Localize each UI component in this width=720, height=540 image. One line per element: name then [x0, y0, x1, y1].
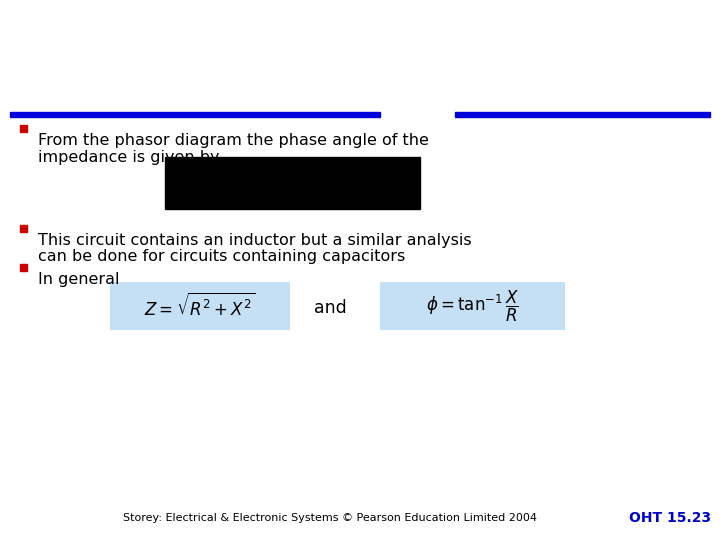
Bar — [20, 125, 27, 132]
Text: In general: In general — [38, 272, 120, 287]
FancyBboxPatch shape — [110, 282, 290, 330]
Bar — [165, 157, 420, 209]
Text: can be done for circuits containing capacitors: can be done for circuits containing capa… — [38, 249, 405, 264]
Text: and: and — [314, 299, 346, 317]
Text: $Z = \sqrt{R^2 + X^2}$: $Z = \sqrt{R^2 + X^2}$ — [144, 292, 256, 320]
Bar — [10, 112, 380, 117]
Text: From the phasor diagram the phase angle of the: From the phasor diagram the phase angle … — [38, 133, 429, 148]
Bar — [20, 264, 27, 271]
Text: impedance is given by: impedance is given by — [38, 150, 220, 165]
Bar — [20, 225, 27, 232]
Text: Storey: Electrical & Electronic Systems © Pearson Education Limited 2004: Storey: Electrical & Electronic Systems … — [123, 513, 537, 523]
Bar — [455, 112, 710, 117]
FancyBboxPatch shape — [380, 282, 565, 330]
Text: This circuit contains an inductor but a similar analysis: This circuit contains an inductor but a … — [38, 233, 472, 248]
Text: OHT 15.23: OHT 15.23 — [629, 511, 711, 525]
Text: $\phi = \tan^{-1}\dfrac{X}{R}$: $\phi = \tan^{-1}\dfrac{X}{R}$ — [426, 288, 519, 323]
